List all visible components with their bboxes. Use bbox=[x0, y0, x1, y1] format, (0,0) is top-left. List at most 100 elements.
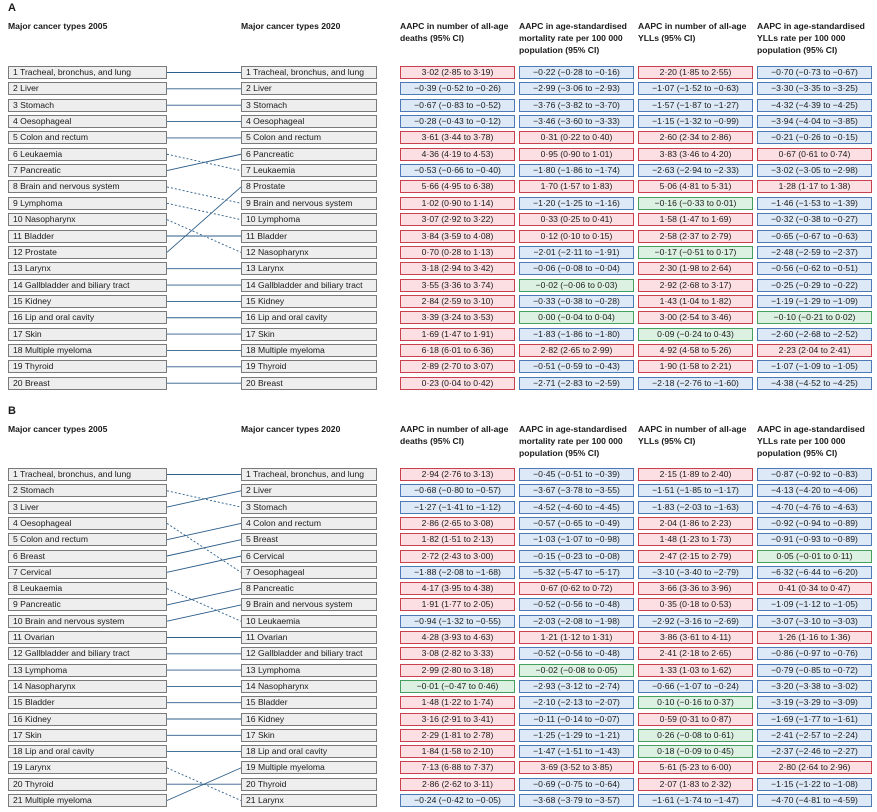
aapc-value-cell: 0·70 (0·28 to 1·13) bbox=[400, 245, 515, 259]
aapc-value-cell: 2·72 (2·43 to 3·00) bbox=[400, 549, 515, 563]
left-cancer-label: 15 Kidney bbox=[8, 294, 167, 308]
aapc-value-cell: 4·36 (4·19 to 4·53) bbox=[400, 147, 515, 161]
aapc-value-cell: −0·32 (−0·38 to −0·27) bbox=[757, 213, 872, 227]
left-cancer-label: 1 Tracheal, bronchus, and lung bbox=[8, 468, 167, 481]
aapc-value-cell: 1·02 (0·90 to 1·14) bbox=[400, 196, 515, 210]
left-cancer-label: 2 Stomach bbox=[8, 484, 167, 498]
right-cancer-label: 16 Lip and oral cavity bbox=[241, 311, 377, 325]
aapc-value-cell: −0·53 (−0·66 to −0·40) bbox=[400, 164, 515, 178]
aapc-value-cell: −2·63 (−2·94 to −2·33) bbox=[638, 164, 753, 178]
right-cancer-label: 3 Stomach bbox=[241, 98, 377, 112]
right-cancer-label: 15 Kidney bbox=[241, 294, 377, 308]
aapc-value-cell: 3·08 (2·82 to 3·33) bbox=[400, 647, 515, 661]
aapc-value-cell: −0·22 (−0·28 to −0·16) bbox=[519, 66, 634, 79]
aapc-value-cell: 0·31 (0·22 to 0·40) bbox=[519, 131, 634, 145]
aapc-value-cell: −2·03 (−2·08 to −1·98) bbox=[519, 614, 634, 628]
aapc-value-cell: −3·02 (−3·05 to −2·98) bbox=[757, 164, 872, 178]
aapc-value-cell: −1·80 (−1·86 to −1·74) bbox=[519, 164, 634, 178]
aapc-value-cell: 0·18 (−0·09 to 0·45) bbox=[638, 745, 753, 759]
left-cancer-label: 5 Colon and rectum bbox=[8, 533, 167, 547]
aapc-value-cell: 3·00 (2·54 to 3·46) bbox=[638, 311, 753, 325]
aapc-value-cell: 0·95 (0·90 to 1·01) bbox=[519, 147, 634, 161]
left-cancer-label: 19 Larynx bbox=[8, 761, 167, 775]
aapc-value-cell: 0·35 (0·18 to 0·53) bbox=[638, 598, 753, 612]
left-cancer-label: 14 Gallbladder and biliary tract bbox=[8, 278, 167, 292]
aapc-value-cell: −3·10 (−3·40 to −2·79) bbox=[638, 565, 753, 579]
left-cancer-label: 1 Tracheal, bronchus, and lung bbox=[8, 66, 167, 79]
right-cancer-label: 6 Cervical bbox=[241, 549, 377, 563]
left-cancer-label: 5 Colon and rectum bbox=[8, 131, 167, 145]
aapc-value-cell: 0·12 (0·10 to 0·15) bbox=[519, 229, 634, 243]
aapc-value-cell: 2·99 (2·80 to 3·18) bbox=[400, 663, 515, 677]
aapc-value-cell: −1·83 (−2·03 to −1·63) bbox=[638, 500, 753, 514]
left-cancer-label: 11 Ovarian bbox=[8, 631, 167, 644]
right-cancer-label: 18 Multiple myeloma bbox=[241, 343, 377, 357]
right-cancer-label: 1 Tracheal, bronchus, and lung bbox=[241, 468, 377, 481]
aapc-value-cell: 3·61 (3·44 to 3·78) bbox=[400, 131, 515, 145]
aapc-value-cell: 3·86 (3·61 to 4·11) bbox=[638, 631, 753, 644]
left-cancer-label: 20 Thyroid bbox=[8, 777, 167, 791]
metric-column-header: AAPC in age-standardised YLLs rate per 10… bbox=[757, 424, 865, 458]
aapc-value-cell: 1·48 (1·22 to 1·74) bbox=[400, 696, 515, 710]
aapc-value-cell: 2·60 (2·34 to 2·86) bbox=[638, 131, 753, 145]
right-cancer-label: 14 Nasopharynx bbox=[241, 679, 377, 693]
aapc-value-cell: −0·68 (−0·80 to −0·57) bbox=[400, 484, 515, 498]
aapc-value-cell: −0·65 (−0·67 to −0·63) bbox=[757, 229, 872, 243]
aapc-value-cell: −0·33 (−0·38 to −0·28) bbox=[519, 294, 634, 308]
right-cancer-label: 9 Brain and nervous system bbox=[241, 598, 377, 612]
aapc-value-cell: 1·69 (1·47 to 1·91) bbox=[400, 327, 515, 341]
aapc-value-cell: −0·15 (−0·23 to −0·08) bbox=[519, 549, 634, 563]
aapc-value-cell: 3·83 (3·46 to 4·20) bbox=[638, 147, 753, 161]
aapc-value-cell: 0·67 (0·62 to 0·72) bbox=[519, 582, 634, 596]
aapc-value-cell: −0·11 (−0·14 to −0·07) bbox=[519, 712, 634, 726]
aapc-value-cell: 1·21 (1·12 to 1·31) bbox=[519, 631, 634, 644]
left-cancer-label: 12 Gallbladder and biliary tract bbox=[8, 647, 167, 661]
aapc-value-cell: 0·41 (0·34 to 0·47) bbox=[757, 582, 872, 596]
aapc-value-cell: −1·47 (−1·51 to −1·43) bbox=[519, 745, 634, 759]
aapc-value-cell: 3·69 (3·52 to 3·85) bbox=[519, 761, 634, 775]
right-cancer-label: 20 Breast bbox=[241, 376, 377, 390]
right-cancer-label: 6 Pancreatic bbox=[241, 147, 377, 161]
metric-column-header: AAPC in age-standardised mortality rate p… bbox=[519, 21, 627, 55]
right-cancer-label: 1 Tracheal, bronchus, and lung bbox=[241, 66, 377, 79]
aapc-value-cell: −0·02 (−0·06 to 0·03) bbox=[519, 278, 634, 292]
aapc-value-cell: 2·47 (2·15 to 2·79) bbox=[638, 549, 753, 563]
aapc-value-cell: 5·66 (4·95 to 6·38) bbox=[400, 180, 515, 194]
left-cancer-label: 4 Oesophageal bbox=[8, 516, 167, 530]
aapc-value-cell: −0·94 (−1·32 to −0·55) bbox=[400, 614, 515, 628]
right-cancer-label: 10 Leukaemia bbox=[241, 614, 377, 628]
aapc-value-cell: 2·86 (2·62 to 3·11) bbox=[400, 777, 515, 791]
aapc-value-cell: 1·82 (1·51 to 2·13) bbox=[400, 533, 515, 547]
aapc-value-cell: −2·10 (−2·13 to −2·07) bbox=[519, 696, 634, 710]
right-cancer-label: 17 Skin bbox=[241, 728, 377, 742]
aapc-value-cell: 3·39 (3·24 to 3·53) bbox=[400, 311, 515, 325]
right-cancer-label: 13 Lymphoma bbox=[241, 663, 377, 677]
aapc-value-cell: 0·23 (0·04 to 0·42) bbox=[400, 376, 515, 390]
aapc-value-cell: −2·92 (−3·16 to −2·69) bbox=[638, 614, 753, 628]
left-cancer-label: 8 Leukaemia bbox=[8, 582, 167, 596]
aapc-value-cell: −0·28 (−0·43 to −0·12) bbox=[400, 115, 515, 129]
right-cancer-label: 10 Lymphoma bbox=[241, 213, 377, 227]
aapc-value-cell: 1·90 (1·58 to 2·21) bbox=[638, 360, 753, 374]
aapc-value-cell: −1·19 (−1·29 to −1·09) bbox=[757, 294, 872, 308]
aapc-value-cell: 0·09 (−0·24 to 0·43) bbox=[638, 327, 753, 341]
left-cancer-label: 17 Skin bbox=[8, 327, 167, 341]
left-cancer-label: 18 Multiple myeloma bbox=[8, 343, 167, 357]
left-cancer-label: 16 Kidney bbox=[8, 712, 167, 726]
aapc-value-cell: −0·02 (−0·08 to 0·05) bbox=[519, 663, 634, 677]
aapc-value-cell: 2·04 (1·86 to 2·23) bbox=[638, 516, 753, 530]
aapc-value-cell: 0·00 (−0·04 to 0·04) bbox=[519, 311, 634, 325]
left-cancer-label: 11 Bladder bbox=[8, 229, 167, 243]
aapc-value-cell: 4·92 (4·58 to 5·26) bbox=[638, 343, 753, 357]
aapc-value-cell: 5·61 (5·23 to 6·00) bbox=[638, 761, 753, 775]
aapc-value-cell: 3·55 (3·36 to 3·74) bbox=[400, 278, 515, 292]
right-cancer-label: 12 Nasopharynx bbox=[241, 245, 377, 259]
aapc-value-cell: 1·26 (1·16 to 1·36) bbox=[757, 631, 872, 644]
aapc-value-cell: 2·41 (2·18 to 2·65) bbox=[638, 647, 753, 661]
aapc-value-cell: −2·71 (−2·83 to −2·59) bbox=[519, 376, 634, 390]
aapc-value-cell: −0·21 (−0·26 to −0·15) bbox=[757, 131, 872, 145]
rank-change-line bbox=[166, 555, 242, 573]
metric-column-header: AAPC in number of all-age YLLs (95% CI) bbox=[638, 424, 747, 446]
left-cancer-label: 18 Lip and oral cavity bbox=[8, 745, 167, 759]
